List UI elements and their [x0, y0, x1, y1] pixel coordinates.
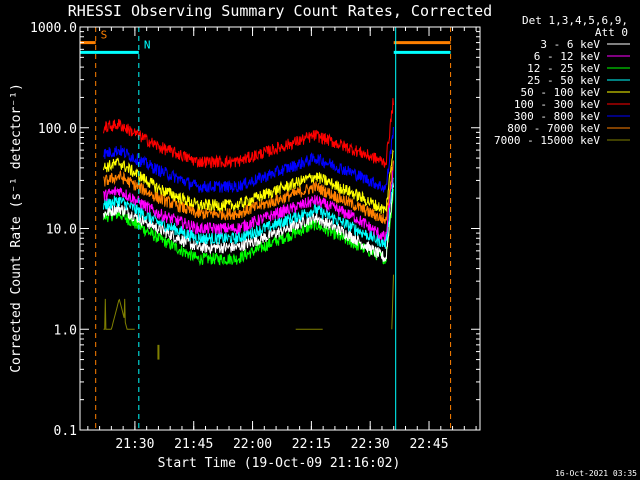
series-line-7000-15000-keV — [103, 298, 135, 330]
y-tick-label: 1000.0 — [30, 21, 77, 36]
legend-label: 12 - 25 keV — [527, 62, 600, 75]
marker-label-n: N — [144, 38, 151, 51]
marker-label-s: S — [101, 29, 108, 42]
series-line-6-12-keV — [103, 161, 394, 242]
legend-label: 300 - 800 keV — [514, 110, 600, 123]
legend-header-1: Att 0 — [595, 26, 628, 39]
legend-label: 800 - 7000 keV — [507, 122, 600, 135]
chart-title: RHESSI Observing Summary Count Rates, Co… — [68, 2, 492, 20]
series-line-800-7000-keV — [103, 160, 394, 225]
x-tick-label: 21:45 — [174, 437, 213, 452]
legend-label: 100 - 300 keV — [514, 98, 600, 111]
series-line-12-25-keV — [103, 188, 394, 267]
x-axis: 21:30 21:45 22:00 22:15 22:30 22:45 — [87, 27, 477, 452]
x-tick-label: 22:45 — [409, 437, 448, 452]
y-tick-label: 100.0 — [38, 122, 77, 137]
x-tick-label: 22:15 — [292, 437, 331, 452]
series-line-7000-15000-keV — [391, 274, 394, 330]
render-timestamp: 16-Oct-2021 03:35 — [555, 469, 637, 478]
legend-label: 6 - 12 keV — [534, 50, 601, 63]
plot-area: SN — [79, 26, 481, 431]
legend-label: 7000 - 15000 keV — [494, 134, 600, 147]
x-tick-label: 22:30 — [351, 437, 390, 452]
series-line-300-800-keV — [103, 126, 394, 193]
legend-label: 3 - 6 keV — [540, 38, 600, 51]
series-line-50-100-keV — [103, 149, 394, 214]
series-line-25-50-keV — [103, 177, 394, 249]
legend-header-0: Det 1,3,4,5,6,9, — [522, 14, 628, 27]
x-tick-label: 22:00 — [233, 437, 272, 452]
y-axis: 0.1 1.0 10.0 100.0 1000.0 — [30, 21, 480, 439]
legend-label: 50 - 100 keV — [521, 86, 601, 99]
series-line-100-300-keV — [103, 98, 394, 169]
legend-label: 25 - 50 keV — [527, 74, 600, 87]
y-tick-label: 1.0 — [54, 323, 77, 338]
y-axis-label: Corrected Count Rate (s⁻¹ detector⁻¹) — [9, 83, 24, 373]
x-tick-label: 21:30 — [115, 437, 154, 452]
x-axis-label: Start Time (19-Oct-09 21:16:02) — [158, 456, 401, 471]
y-tick-label: 0.1 — [54, 424, 77, 439]
y-tick-label: 10.0 — [46, 223, 77, 238]
